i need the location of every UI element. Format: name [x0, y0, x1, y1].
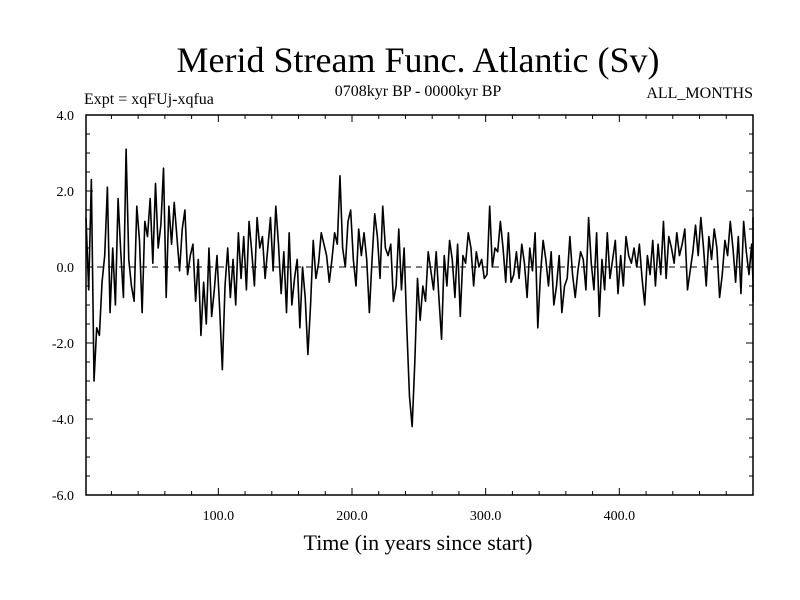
y-tick-label: -2.0 — [52, 337, 74, 352]
plot-frame — [85, 114, 754, 496]
y-tick-label: 4.0 — [57, 109, 75, 124]
experiment-label: Expt = xqFUj-xqfua — [84, 91, 214, 108]
x-tick-label: 400.0 — [604, 509, 636, 524]
time-range-label: 0708kyr BP - 0000kyr BP — [335, 83, 502, 100]
x-axis-label: Time (in years since start) — [304, 530, 533, 555]
x-tick-label: 200.0 — [336, 509, 368, 524]
y-tick-label: 0.0 — [57, 261, 75, 276]
y-tick-label: -4.0 — [52, 413, 74, 428]
data-series-line — [85, 148, 754, 428]
y-tick-label: 2.0 — [57, 185, 75, 200]
x-tick-label: 100.0 — [203, 509, 235, 524]
x-tick-label: 300.0 — [470, 509, 502, 524]
y-tick-label: -6.0 — [52, 489, 74, 504]
chart-title: Merid Stream Func. Atlantic (Sv) — [177, 40, 660, 80]
months-label: ALL_MONTHS — [646, 85, 753, 102]
plot-area: -6.0 -4.0 -2.0 0.0 2.0 4.0 100.0 200.0 300.0 400.… — [52, 109, 754, 524]
